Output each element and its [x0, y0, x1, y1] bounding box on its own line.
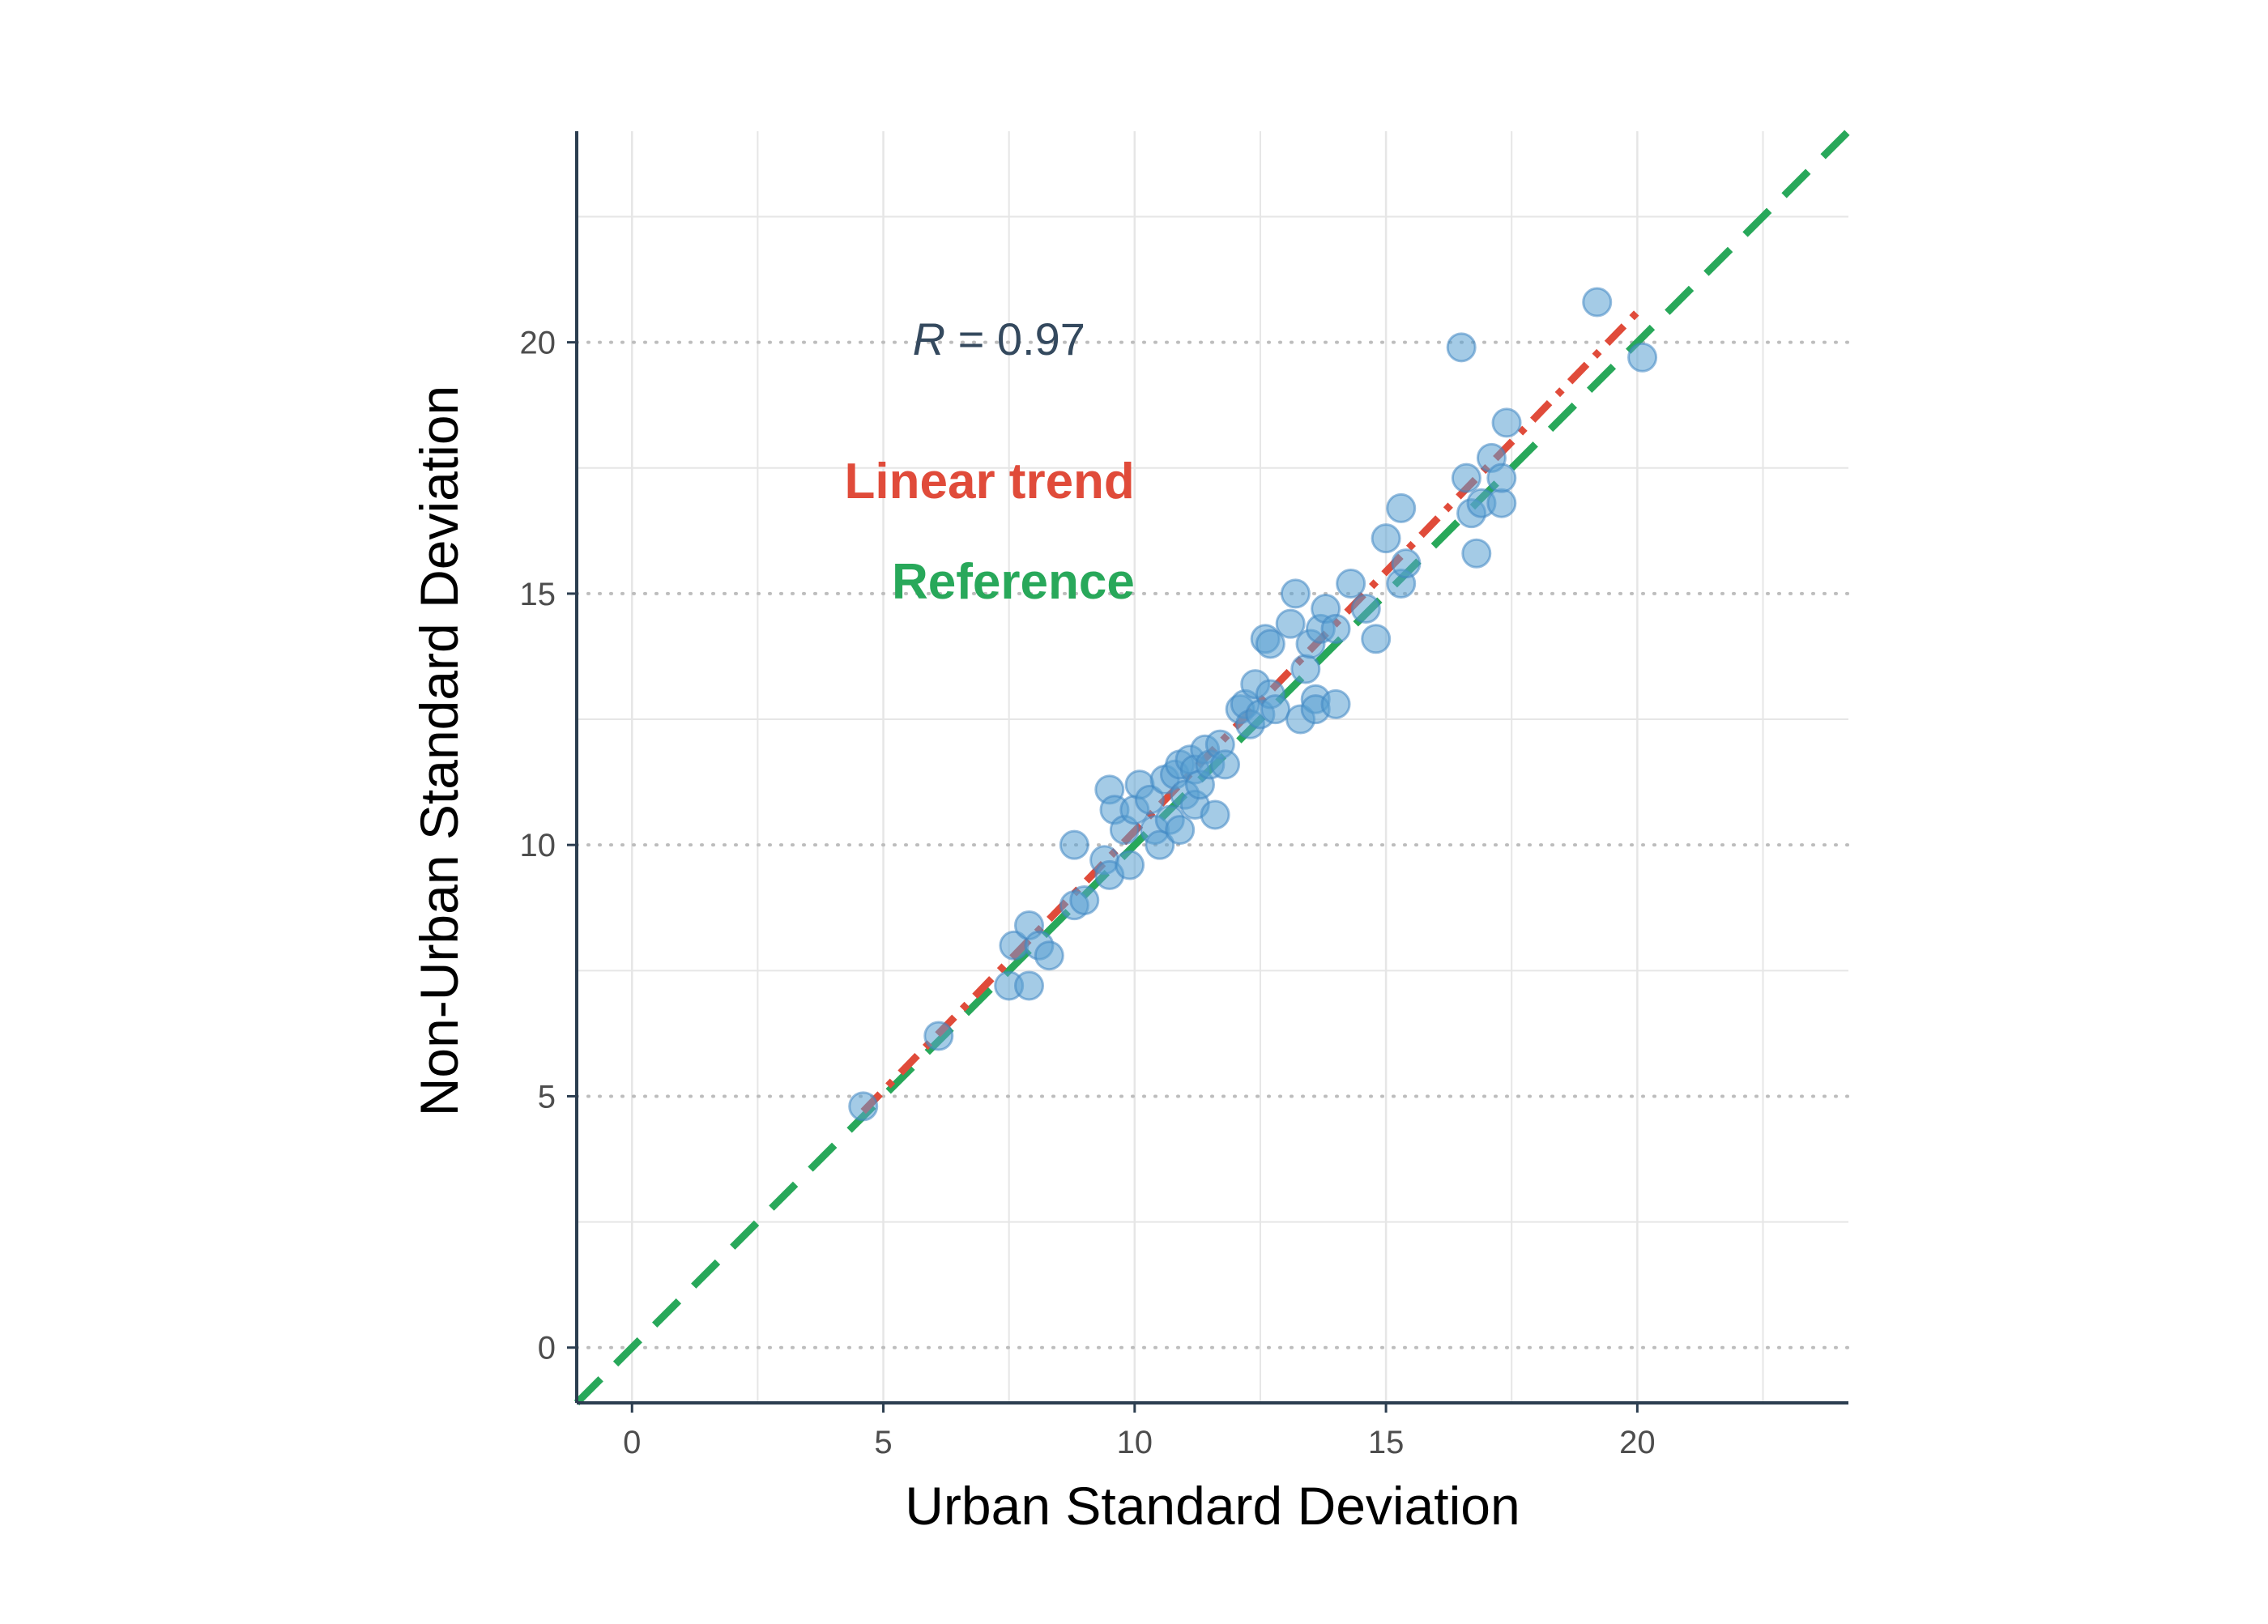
data-point	[1255, 629, 1285, 659]
data-point	[1461, 538, 1492, 569]
data-point	[1582, 287, 1613, 318]
data-point	[1320, 613, 1351, 644]
data-point	[1320, 688, 1351, 719]
x-tick-label: 20	[1619, 1425, 1656, 1460]
data-point	[1280, 578, 1311, 609]
data-point	[1290, 654, 1321, 684]
data-point	[923, 1021, 954, 1051]
axes: 0 5 10 15 20 0 5 10 15 20	[520, 131, 1848, 1460]
reference-label: Reference	[892, 554, 1135, 610]
data-point	[1069, 884, 1100, 915]
y-tick-label: 15	[520, 577, 556, 612]
data-point	[1165, 815, 1196, 846]
data-point	[1386, 492, 1417, 523]
trend-label: Linear trend	[845, 454, 1135, 509]
data-point	[1145, 829, 1175, 860]
data-point	[1034, 940, 1064, 971]
x-tick-label: 5	[874, 1425, 892, 1460]
data-point	[1391, 548, 1422, 579]
correlation-annotation: R = 0.97	[913, 313, 1085, 364]
data-point	[1446, 332, 1477, 363]
data-point	[1451, 462, 1481, 493]
data-point	[1486, 462, 1517, 493]
y-tick-label: 10	[520, 828, 556, 863]
y-axis-title: Non-Urban Standard Deviation	[409, 386, 469, 1117]
data-point	[848, 1091, 879, 1122]
data-point	[1210, 749, 1241, 780]
grid	[575, 131, 1850, 1403]
y-tick-label: 5	[538, 1079, 556, 1115]
x-axis-title: Urban Standard Deviation	[905, 1476, 1520, 1536]
data-point	[1059, 829, 1089, 860]
x-tick-label: 15	[1368, 1425, 1405, 1460]
x-tick-label: 10	[1117, 1425, 1153, 1460]
data-point	[1371, 523, 1401, 554]
data-point	[1627, 342, 1658, 373]
data-points	[848, 287, 1658, 1122]
correlation-value: = 0.97	[945, 313, 1085, 364]
data-point	[1491, 407, 1522, 438]
data-point	[1200, 799, 1230, 830]
correlation-symbol: R	[913, 313, 945, 364]
data-point	[1486, 488, 1517, 518]
data-point	[1260, 694, 1291, 725]
data-point	[1361, 624, 1392, 654]
y-tick-label: 20	[520, 326, 556, 361]
data-point	[1013, 970, 1044, 1001]
data-point	[1350, 594, 1381, 624]
data-point	[1115, 850, 1145, 880]
data-point	[1134, 784, 1165, 815]
data-point	[1275, 608, 1306, 639]
data-point	[1336, 568, 1366, 599]
x-tick-label: 0	[623, 1425, 641, 1460]
y-tick-label: 0	[538, 1331, 556, 1366]
